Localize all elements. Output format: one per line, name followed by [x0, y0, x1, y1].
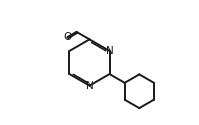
Text: O: O — [63, 32, 71, 42]
Text: N: N — [106, 46, 113, 56]
Text: N: N — [86, 81, 93, 91]
